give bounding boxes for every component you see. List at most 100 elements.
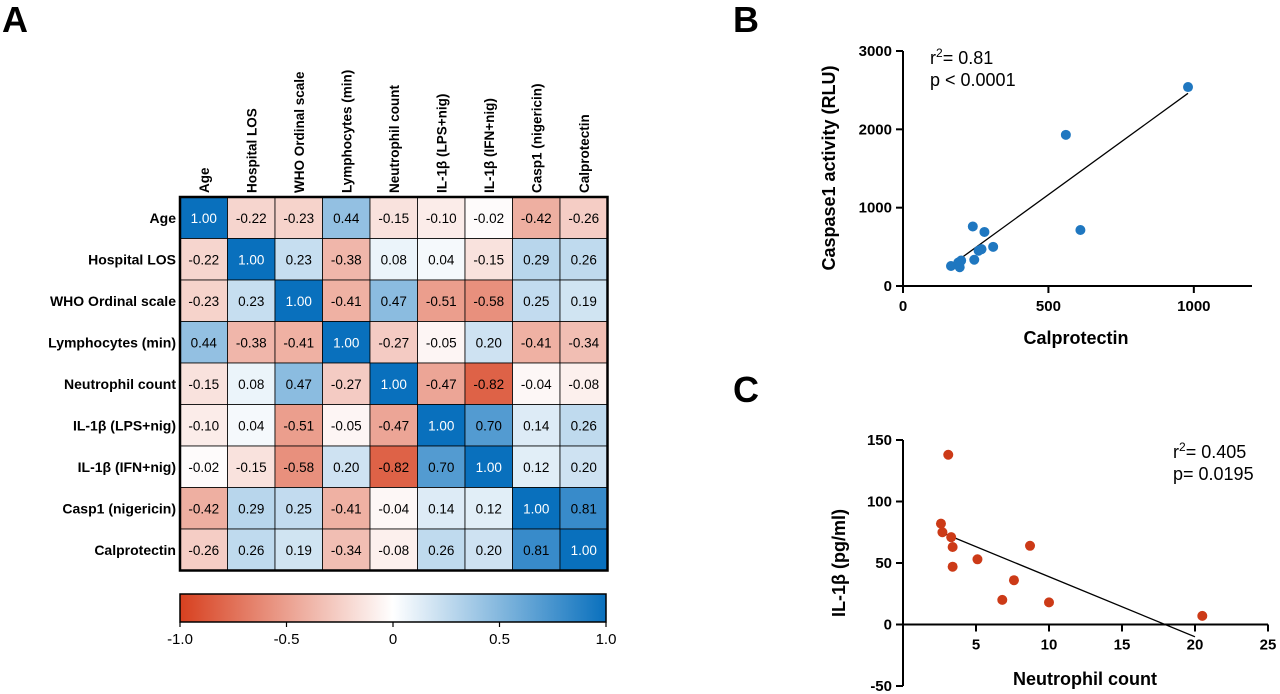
heatmap-cell <box>559 279 608 322</box>
heatmap-cell <box>322 321 371 364</box>
data-point <box>947 542 958 553</box>
heatmap-value: 0.23 <box>286 252 312 267</box>
y-tick-label: -50 <box>870 678 892 694</box>
colorbar-tick-label: -0.5 <box>274 631 300 648</box>
heatmap-value: 0.20 <box>333 460 359 475</box>
heatmap-cell <box>417 487 466 530</box>
correlation-heatmap: 1.00 -0.22 -0.23 0.44 -0.15 -0.10 -0.02 -0.42 -0… <box>48 70 609 572</box>
data-point <box>969 254 980 265</box>
colorbar-tick-label: 1.0 <box>596 631 617 648</box>
heatmap-value: 0.08 <box>238 377 264 392</box>
heatmap-cell <box>559 487 608 530</box>
heatmap-value: 0.04 <box>238 418 265 433</box>
heatmap-row-label: Neutrophil count <box>64 376 176 392</box>
data-point <box>997 594 1008 605</box>
data-point <box>943 449 954 460</box>
heatmap-row-label: WHO Ordinal scale <box>50 293 176 309</box>
heatmap-cell <box>559 238 608 281</box>
heatmap-cell <box>369 528 418 571</box>
heatmap-border <box>178 195 609 572</box>
heatmap-value: -0.05 <box>426 335 457 350</box>
heatmap-column-label: Casp1 (nigericin) <box>529 83 544 193</box>
heatmap-column-label: Lymphocytes (min) <box>339 70 354 193</box>
heatmap-cell <box>417 196 466 239</box>
colorbar-bar <box>179 593 607 623</box>
heatmap-cell <box>179 321 228 364</box>
y-tick-label: 50 <box>875 555 892 572</box>
heatmap-value: 0.08 <box>381 252 407 267</box>
heatmap-value: 1.00 <box>523 501 549 516</box>
x-axis-label-b: Calprotectin <box>1023 328 1128 348</box>
heatmap-cell <box>369 238 418 281</box>
heatmap-value: 0.29 <box>523 252 549 267</box>
heatmap-value: 0.19 <box>571 294 597 309</box>
data-point <box>967 221 978 232</box>
heatmap-value: -0.15 <box>378 211 409 226</box>
heatmap-value: 0.44 <box>191 335 218 350</box>
heatmap-value: -0.41 <box>331 501 362 516</box>
heatmap-value: -0.22 <box>236 211 267 226</box>
heatmap-column-label: IL-1β (IFN+nig) <box>482 98 497 193</box>
data-point <box>1044 597 1054 608</box>
heatmap-cell <box>559 528 608 571</box>
heatmap-cell <box>179 487 228 530</box>
x-tick-label: 500 <box>1036 298 1061 315</box>
heatmap-cell <box>179 238 228 281</box>
colorbar-tick-label: -1.0 <box>167 631 193 648</box>
heatmap-value: -0.10 <box>426 211 457 226</box>
x-axis-label-c: Neutrophil count <box>1013 669 1157 689</box>
heatmap-value: 0.14 <box>523 418 550 433</box>
heatmap-value: -0.47 <box>426 377 457 392</box>
heatmap-value: -0.26 <box>188 543 219 558</box>
heatmap-cell <box>322 528 371 571</box>
heatmap-column-label: Age <box>197 167 212 193</box>
heatmap-value: -0.08 <box>568 377 599 392</box>
x-tick-label: 25 <box>1260 637 1277 654</box>
y-tick-label: 100 <box>867 494 892 511</box>
heatmap-value: -0.34 <box>331 543 362 558</box>
r2-annotation-b: r2= 0.81 <box>930 46 993 68</box>
data-point <box>972 554 983 565</box>
heatmap-value: 0.81 <box>523 543 549 558</box>
panel-letter-c: C <box>733 369 759 410</box>
heatmap-value: 0.81 <box>571 501 597 516</box>
data-point <box>1197 610 1208 621</box>
heatmap-cell <box>369 404 418 447</box>
heatmap-value: 0.20 <box>476 335 502 350</box>
scatter-plot-c: -50 0 50 100 150 5 10 15 20 25 <box>867 432 1276 694</box>
heatmap-value: 1.00 <box>333 335 359 350</box>
heatmap-value: 0.14 <box>428 501 455 516</box>
heatmap-value: 0.47 <box>286 377 312 392</box>
p-annotation-c: p= 0.0195 <box>1173 464 1254 484</box>
heatmap-row-label: Casp1 (nigericin) <box>62 500 176 516</box>
heatmap-column-label: IL-1β (LPS+nig) <box>434 94 449 193</box>
heatmap-cell <box>417 362 466 405</box>
heatmap-value: -0.23 <box>188 294 219 309</box>
heatmap-cell <box>227 528 276 571</box>
heatmap-cell <box>179 404 228 447</box>
x-tick-label: 1000 <box>1177 298 1210 315</box>
heatmap-value: -0.42 <box>188 501 219 516</box>
heatmap-cell <box>274 362 323 405</box>
y-tick-label: 2000 <box>859 121 892 138</box>
heatmap-cell <box>274 404 323 447</box>
heatmap-value: -0.47 <box>378 418 409 433</box>
heatmap-value: -0.15 <box>236 460 267 475</box>
heatmap-cell <box>559 321 608 364</box>
heatmap-cell <box>559 362 608 405</box>
heatmap-row-label: Lymphocytes (min) <box>48 334 176 350</box>
heatmap-row-label: IL-1β (LPS+nig) <box>73 417 176 433</box>
data-point <box>1060 129 1071 140</box>
data-point <box>946 532 957 543</box>
heatmap-value: -0.23 <box>283 211 314 226</box>
data-point <box>1183 82 1194 93</box>
heatmap-cell <box>274 238 323 281</box>
heatmap-value: -0.04 <box>521 377 552 392</box>
y-tick-label: 0 <box>884 617 892 634</box>
heatmap-value: 0.25 <box>286 501 312 516</box>
heatmap-value: -0.41 <box>521 335 552 350</box>
data-point <box>937 527 948 538</box>
heatmap-cell <box>274 279 323 322</box>
heatmap-cell <box>227 404 276 447</box>
heatmap-column-label: Calprotectin <box>577 114 592 193</box>
